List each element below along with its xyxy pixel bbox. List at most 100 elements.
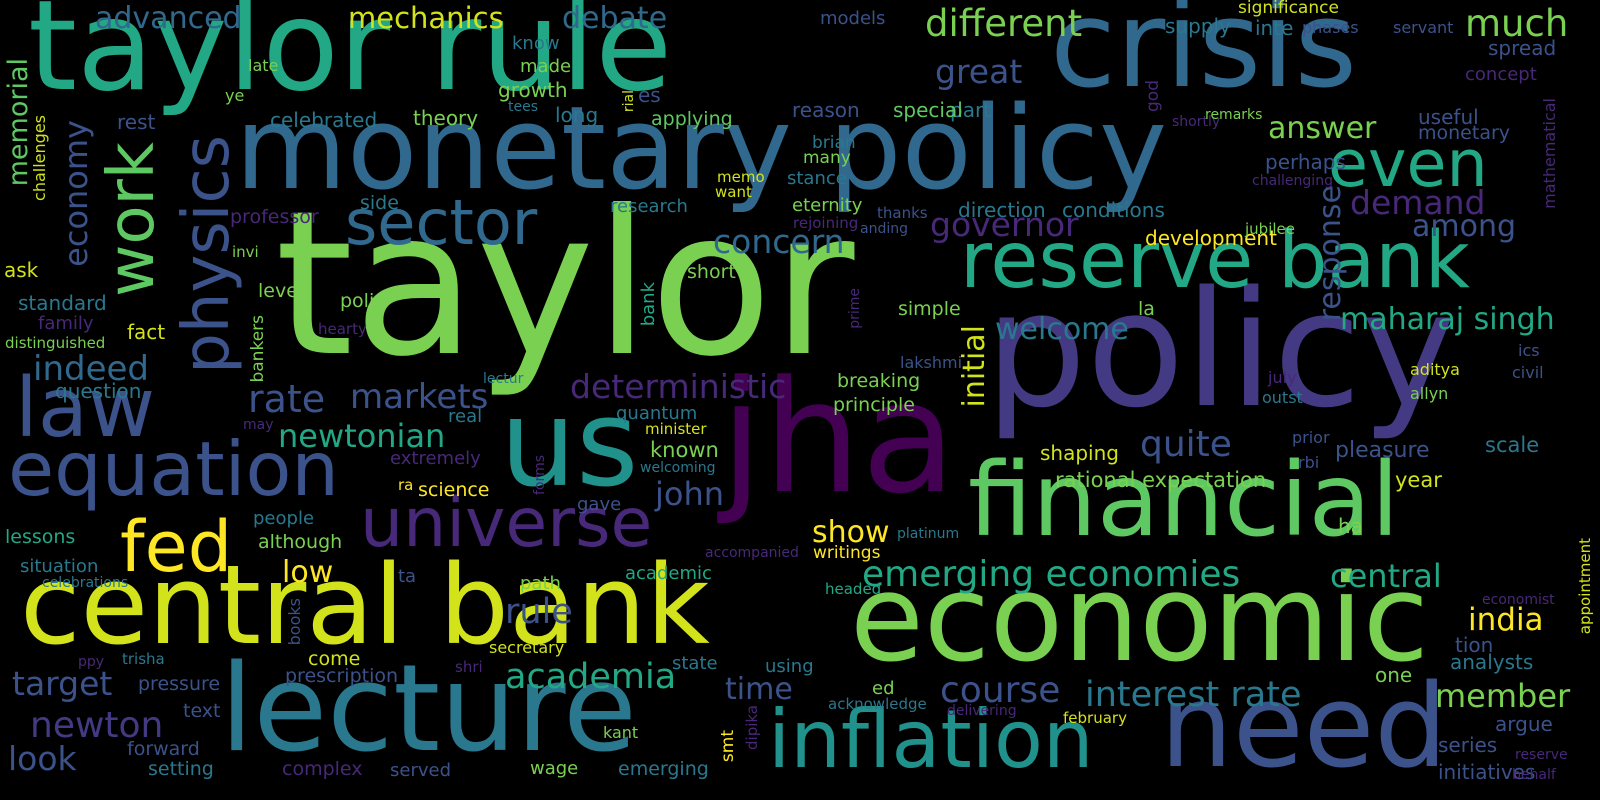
word-demand: demand (1350, 183, 1486, 222)
word-perhaps: perhaps (1265, 150, 1346, 174)
word-response: response (1313, 185, 1348, 322)
word-fact: fact (127, 320, 166, 344)
word-extremely: extremely (390, 448, 481, 469)
word-governor: governor (930, 205, 1079, 244)
word-low: low (282, 555, 334, 590)
word-useful: useful (1418, 105, 1479, 129)
word-memorial: memorial (3, 58, 34, 187)
word-delivering: delivering (947, 703, 1017, 719)
word-economic: economic (850, 550, 1429, 689)
word-maharaj-singh: maharaj singh (1340, 302, 1555, 337)
word-academia: academia (505, 657, 677, 697)
word-physics: physics (170, 135, 244, 374)
word-stance: stance (787, 168, 847, 189)
word-policy: policy (985, 256, 1457, 443)
word-equation: equation (8, 425, 339, 513)
word-work: work (95, 142, 169, 297)
word-target: target (12, 664, 113, 703)
word-many: many (803, 148, 851, 168)
word-reserve-small: reserve (1515, 747, 1568, 763)
word-setting: setting (148, 758, 214, 780)
word-monetary-policy: monetary policy (235, 82, 1168, 216)
word-celebrated: celebrated (270, 108, 378, 132)
word-reason: reason (792, 98, 860, 122)
word-late: late (248, 56, 279, 75)
word-rule: rule (505, 592, 573, 632)
word-es: es (638, 83, 661, 107)
word-among: among (1412, 209, 1517, 244)
word-year: year (1395, 468, 1442, 492)
word-prime: prime (847, 288, 863, 329)
word-emerging: emerging (618, 758, 709, 780)
word-distinguished: distinguished (5, 334, 106, 352)
word-sector: sector (345, 186, 538, 259)
word-supply: supply (1165, 14, 1231, 38)
word-series: series (1438, 733, 1498, 757)
word-us: us (500, 375, 639, 514)
word-forms: forms (532, 455, 548, 495)
word-debate: debate (562, 1, 668, 36)
word-behalf: behalf (1512, 767, 1556, 783)
word-pressure: pressure (138, 673, 221, 695)
word-challenges: challenges (30, 115, 49, 201)
word-india: india (1468, 602, 1544, 638)
word-gave: gave (577, 494, 622, 515)
word-outst: outst (1262, 388, 1303, 407)
word-interest-rate: interest rate (1085, 675, 1302, 715)
word-show: show (812, 515, 890, 550)
word-applying: applying (651, 108, 733, 130)
word-professor: professor (230, 206, 319, 228)
word-remarks: remarks (1205, 107, 1263, 123)
word-course: course (940, 670, 1061, 711)
word-la: la (1138, 298, 1155, 320)
word-platinum: platinum (897, 526, 960, 542)
word-lessons: lessons (5, 526, 76, 548)
word-short: short (687, 261, 736, 283)
word-indeed: indeed (33, 349, 149, 389)
word-bank-small: bank (638, 282, 659, 327)
word-come: come (308, 648, 361, 670)
word-acknowledge: acknowledge (828, 695, 927, 713)
word-jha: jha (720, 347, 957, 528)
word-newton: newton (30, 705, 164, 746)
word-markets: markets (350, 377, 489, 417)
word-invi: invi (232, 243, 259, 261)
word-civil: civil (1512, 363, 1544, 382)
word-shri: shri (455, 658, 483, 676)
word-taylor: taylor (275, 168, 855, 401)
word-even: even (1328, 127, 1488, 202)
word-rial: rial (621, 90, 637, 113)
word-answer: answer (1268, 111, 1377, 146)
word-economy: economy (57, 120, 95, 267)
word-jubilee: jubilee (1245, 220, 1295, 238)
word-welcome: welcome (995, 312, 1129, 347)
word-central-bank: central bank (20, 541, 710, 669)
word-february: february (1063, 709, 1127, 727)
word-special: special (893, 98, 963, 122)
word-long: long (555, 103, 599, 127)
word-member: member (1435, 677, 1571, 715)
word-look: look (8, 739, 77, 778)
word-deterministic: deterministic (570, 367, 787, 406)
word-simple: simple (898, 298, 961, 320)
word-analysts: analysts (1450, 650, 1534, 674)
word-argue: argue (1495, 712, 1553, 736)
word-welcoming: welcoming (640, 460, 716, 476)
word-part: part (950, 98, 992, 122)
word-development: development (1145, 226, 1277, 250)
word-ha: ha (1338, 514, 1363, 538)
word-fed: fed (120, 506, 233, 588)
word-made: made (520, 56, 572, 77)
word-theory: theory (413, 106, 479, 130)
word-economist: economist (1482, 592, 1555, 608)
word-books: books (285, 598, 304, 646)
word-real: real (448, 406, 483, 427)
word-thanks: thanks (877, 204, 928, 222)
word-different: different (925, 2, 1083, 45)
word-know: know (512, 33, 560, 54)
word-wage: wage (530, 758, 579, 779)
word-forward: forward (127, 738, 200, 760)
word-secretary: secretary (489, 638, 565, 657)
word-aditya: aditya (1410, 360, 1460, 379)
